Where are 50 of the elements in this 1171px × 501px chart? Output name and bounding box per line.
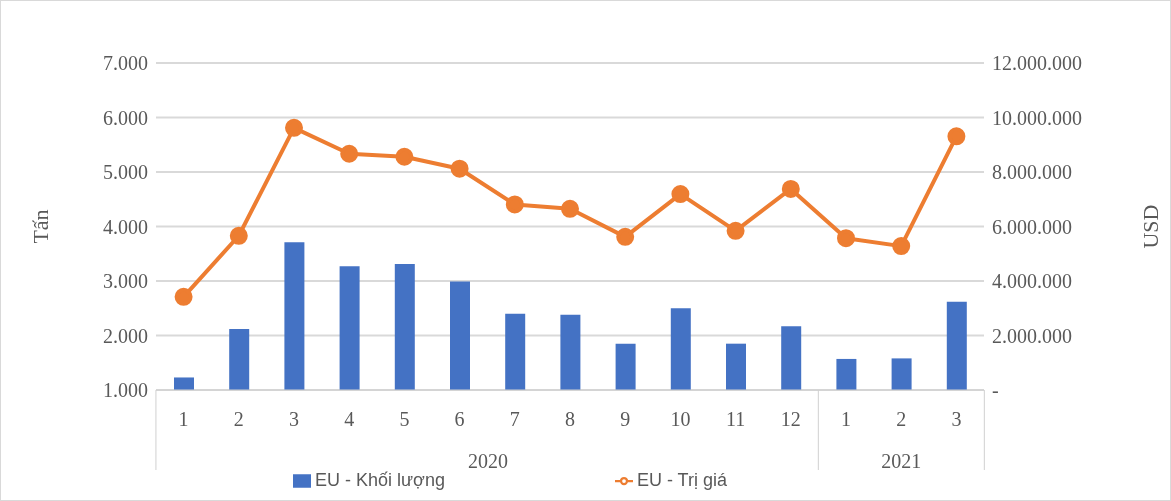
x-tick-label: 4: [344, 408, 355, 430]
y2-axis-title: USD: [1137, 204, 1163, 249]
x-tick-label: 9: [620, 408, 631, 430]
point: [616, 227, 635, 246]
text: 2021: [881, 450, 922, 472]
x-tick-label: 1: [841, 408, 851, 430]
point: [450, 159, 469, 178]
point: [505, 195, 524, 214]
y2-tick-label: 6.000.000: [992, 215, 1072, 238]
x-tick-label: 5: [399, 408, 410, 430]
x-tick-label: 2: [233, 408, 244, 430]
x-tick-label: 3: [289, 408, 299, 430]
y-tick-label: 3.000: [103, 270, 148, 293]
y2-tick-label: 4.000.000: [992, 270, 1072, 293]
legend-label: EU - Khối lượng: [315, 470, 445, 490]
point: [671, 185, 690, 204]
x-tick-label: 8: [565, 408, 575, 430]
x-tick-label: 3: [951, 408, 962, 430]
y2-tick-label: 8.000.000: [992, 161, 1072, 184]
point: [229, 226, 248, 245]
y2-tick-label: 12.000.000: [992, 52, 1082, 75]
point: [285, 118, 303, 137]
point: [174, 287, 193, 306]
point: [892, 237, 911, 256]
y-tick-label: 2.000: [103, 324, 148, 347]
y-tick-label: 5.000: [103, 161, 148, 184]
y-tick-label: 6.000: [103, 106, 148, 129]
y2-tick-label: -: [992, 379, 999, 402]
point: [837, 229, 855, 248]
x-tick-label: 11: [725, 408, 746, 430]
x-tick-label: 1: [178, 408, 189, 430]
point: [395, 147, 414, 166]
y-tick-label: 7.000: [103, 52, 148, 75]
legend-label: EU - Trị giá: [636, 470, 727, 490]
point: [561, 199, 579, 218]
text: 2020: [467, 450, 508, 472]
x-tick-label: 6: [454, 408, 465, 430]
y2-tick-label: 2.000.000: [992, 324, 1072, 347]
x-tick-label: 12: [780, 408, 801, 430]
y-tick-label: 1.000: [103, 379, 148, 402]
x-tick-label: 7: [509, 408, 520, 430]
point: [340, 144, 359, 163]
x-tick-label: 2: [896, 408, 907, 430]
point: [726, 221, 745, 240]
x-tick-label: 10: [670, 408, 691, 430]
y-tick-label: 4.000: [103, 215, 148, 238]
y-axis-title: Tấn: [27, 209, 53, 244]
point: [781, 179, 800, 198]
point: [947, 127, 966, 146]
y2-tick-label: 10.000.000: [992, 106, 1082, 129]
